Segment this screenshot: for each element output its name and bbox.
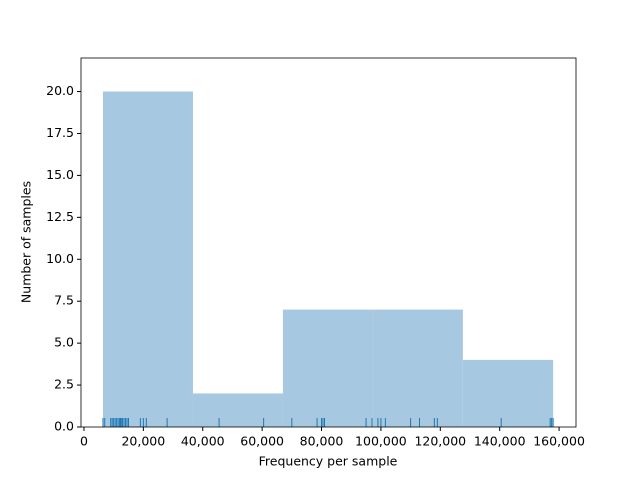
y-tick-label: 17.5 [46,125,74,140]
bar [192,393,283,427]
y-tick-label: 0.0 [54,419,74,434]
y-tick-label: 10.0 [46,251,74,266]
x-tick-label: 80,000 [300,434,344,449]
y-tick-label: 15.0 [46,167,74,182]
y-tick-label: 5.0 [54,335,74,350]
plot-frame [80,57,577,428]
y-tick-label: 7.5 [54,293,74,308]
y-axis-label: Number of samples [19,181,34,303]
bar [372,309,463,427]
x-tick-label: 120,000 [414,434,466,449]
bar [282,309,373,427]
bar [462,359,554,427]
x-tick-label: 20,000 [121,434,165,449]
y-tick-label: 2.5 [54,377,74,392]
x-tick-label: 160,000 [533,434,585,449]
y-tick-label: 20.0 [46,83,74,98]
x-tick-label: 60,000 [240,434,284,449]
x-tick-label: 140,000 [474,434,526,449]
x-tick-label: 100,000 [355,434,407,449]
x-axis-label: Frequency per sample [259,454,398,469]
bar [102,91,193,427]
x-tick-label: 0 [80,434,88,449]
x-tick-label: 40,000 [181,434,225,449]
y-tick-label: 12.5 [46,209,74,224]
